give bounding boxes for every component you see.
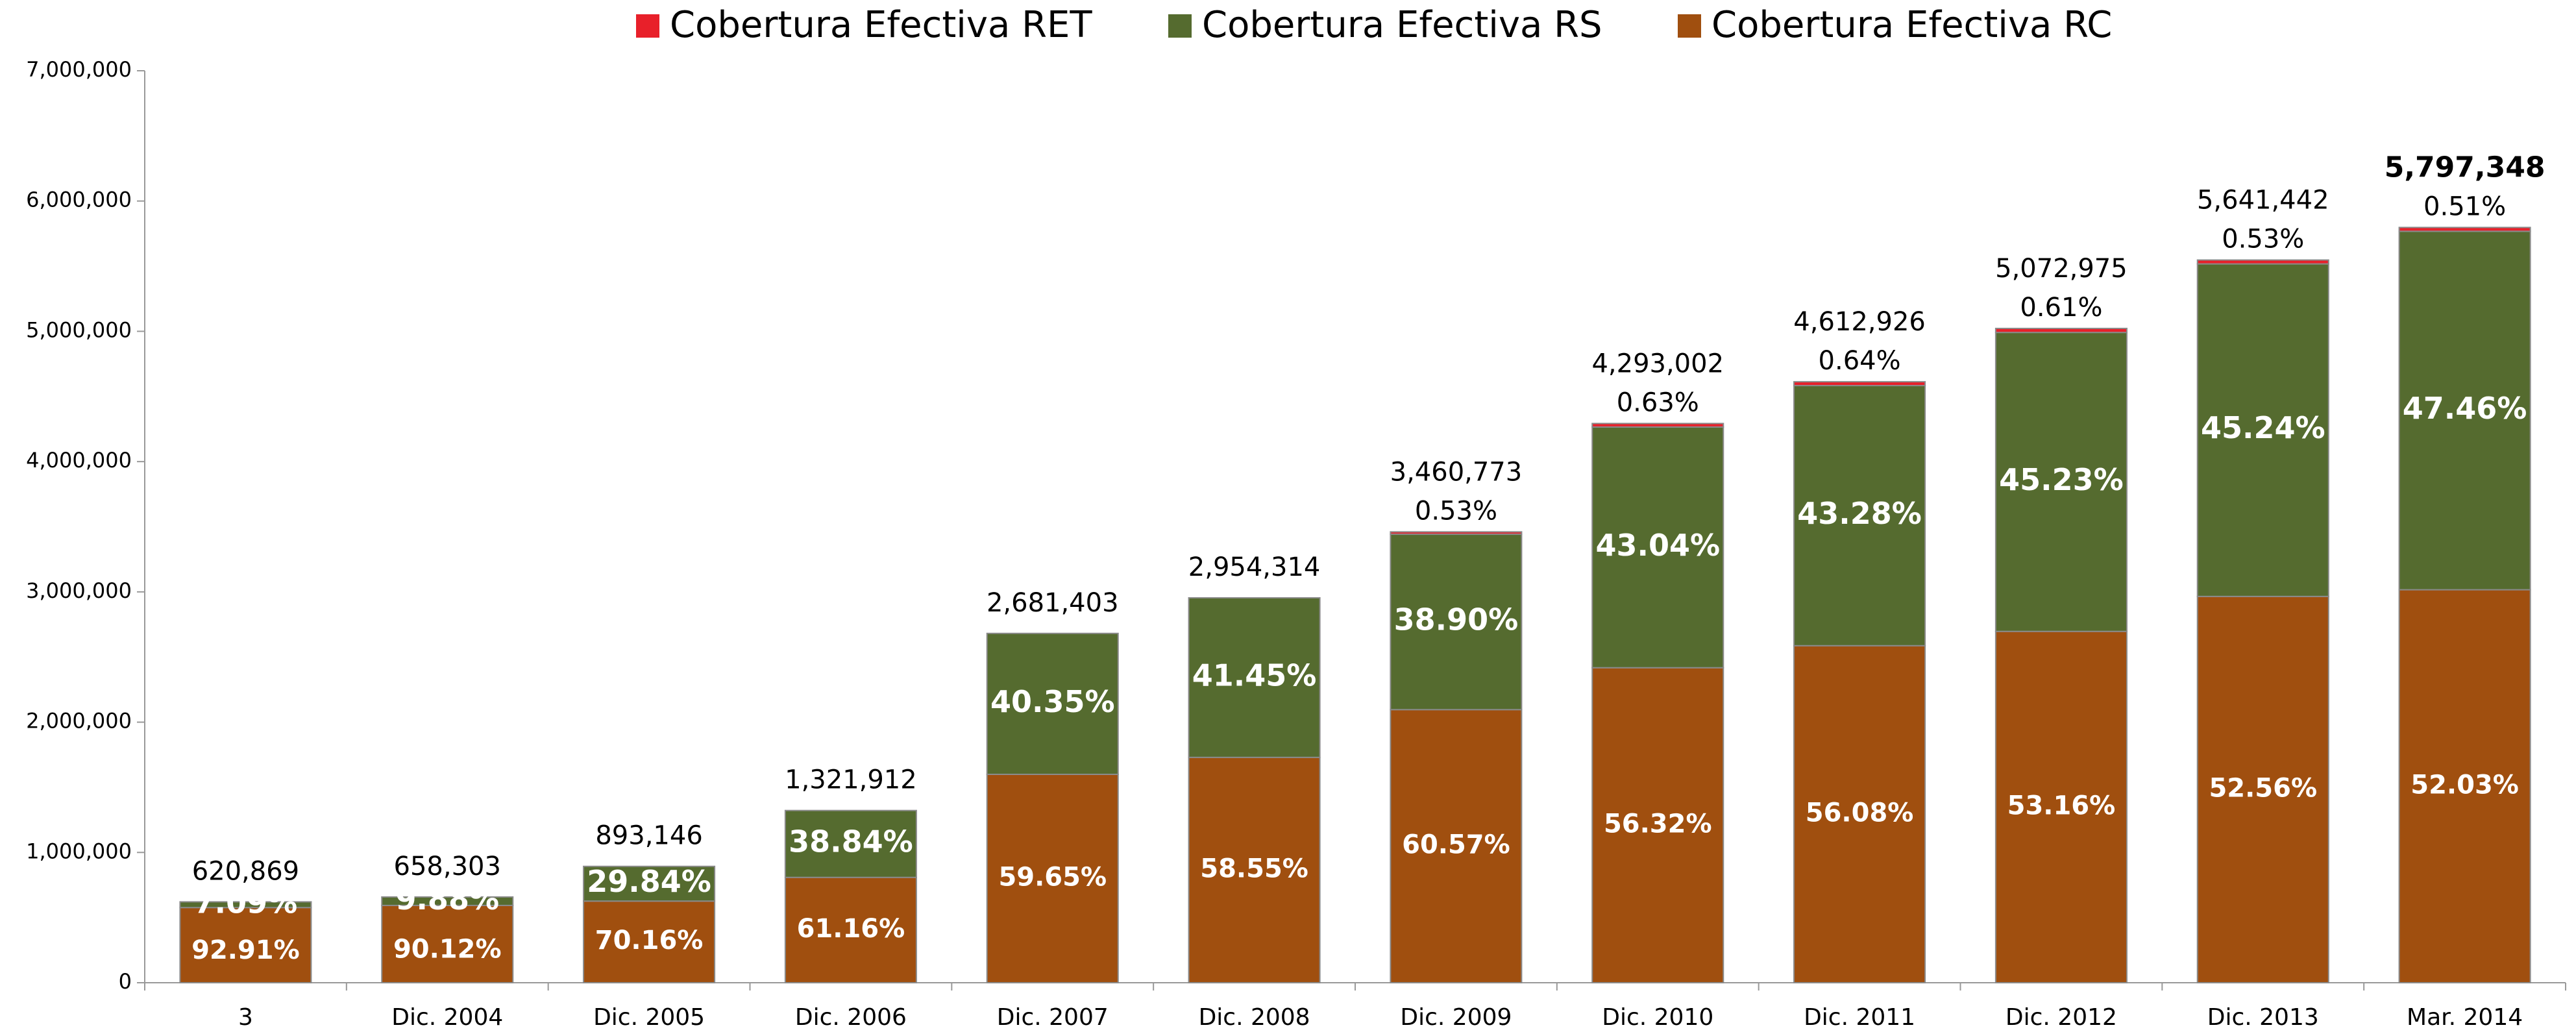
bar-segment (1390, 534, 1523, 711)
bar-segment (1188, 756, 1321, 984)
total-label: 3,460,773 (1390, 457, 1523, 487)
bar-segment (381, 896, 514, 906)
bar-segment (2196, 263, 2329, 597)
bar-segment (583, 900, 716, 984)
bar-segment (2398, 227, 2531, 232)
bar-segment (2196, 595, 2329, 983)
x-tick-label: Dic. 2005 (593, 1004, 705, 1031)
legend-label: Cobertura Efectiva RC (1711, 4, 2112, 46)
data-label: 0.64% (1819, 346, 1901, 376)
data-label: 53.16% (2007, 791, 2116, 820)
data-label: 70.16% (595, 926, 704, 955)
legend-swatch (636, 14, 659, 38)
bar-segment (1994, 327, 2128, 334)
data-label: 56.08% (1806, 798, 1914, 828)
x-tick-label: Dic. 2013 (2207, 1004, 2319, 1031)
bar-segment (1188, 597, 1321, 758)
y-tick-label: 5,000,000 (26, 317, 132, 342)
bar-segment (1793, 381, 1926, 387)
data-label: 0.61% (2020, 293, 2102, 323)
legend-swatch (1168, 14, 1192, 38)
data-label: 52.56% (2209, 773, 2317, 803)
x-tick-label: Dic. 2010 (1602, 1004, 1713, 1031)
total-label: 2,681,403 (987, 588, 1119, 618)
bar-segment (1591, 426, 1724, 669)
data-label: 40.35% (990, 684, 1115, 719)
total-label: 893,146 (595, 821, 702, 851)
data-label: 43.28% (1797, 496, 1922, 531)
x-tick-label: 3 (238, 1004, 253, 1031)
x-tick-label: Mar. 2014 (2407, 1004, 2523, 1031)
y-tick-label: 3,000,000 (26, 578, 132, 603)
data-label: 90.12% (393, 934, 502, 964)
y-tick-label: 2,000,000 (26, 709, 132, 733)
bar-segment (784, 876, 917, 983)
legend-label: Cobertura Efectiva RS (1202, 4, 1602, 46)
total-label: 1,321,912 (785, 765, 917, 795)
data-label: 43.04% (1595, 528, 1720, 563)
bar-segment (1591, 423, 1724, 428)
total-label: 2,954,314 (1188, 552, 1321, 582)
y-tick-label: 6,000,000 (26, 188, 132, 212)
y-tick-label: 4,000,000 (26, 448, 132, 473)
data-label: 0.53% (1415, 496, 1497, 526)
data-label: 47.46% (2403, 391, 2527, 426)
bar-segment (179, 907, 312, 984)
data-label: 58.55% (1200, 854, 1308, 883)
bar-segment (986, 632, 1119, 775)
x-tick-label: Dic. 2007 (997, 1004, 1109, 1031)
bar-segment (784, 809, 917, 878)
data-label: 0.63% (1617, 388, 1699, 417)
legend-label: Cobertura Efectiva RET (670, 4, 1092, 46)
total-label: 620,869 (192, 856, 299, 886)
bar-segment (1390, 531, 1523, 535)
data-label: 92.91% (191, 935, 300, 965)
bar-segment (1390, 709, 1523, 983)
y-tick-label: 0 (119, 969, 132, 994)
total-label: 658,303 (394, 852, 501, 881)
bar-segment (2196, 259, 2329, 265)
x-tick-label: Dic. 2011 (1804, 1004, 1915, 1031)
legend-swatch (1678, 14, 1701, 38)
data-label: 38.84% (789, 824, 913, 859)
total-label: 4,293,002 (1591, 349, 1724, 378)
x-tick-label: Dic. 2006 (795, 1004, 907, 1031)
x-tick-label: Dic. 2009 (1400, 1004, 1512, 1031)
data-label: 9.88% (395, 881, 499, 917)
data-label: 45.23% (1999, 462, 2124, 497)
data-label: 38.90% (1394, 602, 1519, 637)
data-label: 56.32% (1604, 809, 1712, 839)
data-label: 0.51% (2423, 191, 2506, 221)
data-label: 0.53% (2222, 225, 2304, 254)
data-label: 29.84% (587, 864, 711, 899)
data-label: 45.24% (2201, 410, 2325, 445)
bar-segment (2398, 230, 2531, 591)
bar-segment (381, 904, 514, 983)
data-label: 41.45% (1192, 658, 1317, 693)
bar-segment (1994, 332, 2128, 632)
data-label: 52.03% (2410, 770, 2519, 800)
bar-segment (986, 773, 1119, 984)
bar-segment (1793, 385, 1926, 646)
x-tick-label: Dic. 2004 (391, 1004, 503, 1031)
x-tick-label: Dic. 2012 (2006, 1004, 2117, 1031)
bar-segment (179, 901, 312, 909)
data-label: 60.57% (1402, 830, 1510, 860)
bar-segment (1994, 630, 2128, 983)
bar-segment (583, 865, 716, 902)
total-label: 5,641,442 (2197, 186, 2329, 215)
bar-segment (2398, 589, 2531, 983)
y-tick-label: 7,000,000 (26, 57, 132, 82)
bar-segment (1793, 645, 1926, 983)
data-label: 7.09% (194, 885, 298, 920)
total-label: 5,072,975 (1995, 254, 2128, 284)
total-label: 4,612,926 (1793, 307, 1926, 337)
total-label: 5,797,348 (2385, 151, 2545, 184)
y-tick-label: 1,000,000 (26, 839, 132, 863)
data-label: 61.16% (797, 914, 905, 944)
data-label: 59.65% (998, 862, 1107, 892)
x-tick-label: Dic. 2008 (1199, 1004, 1310, 1031)
